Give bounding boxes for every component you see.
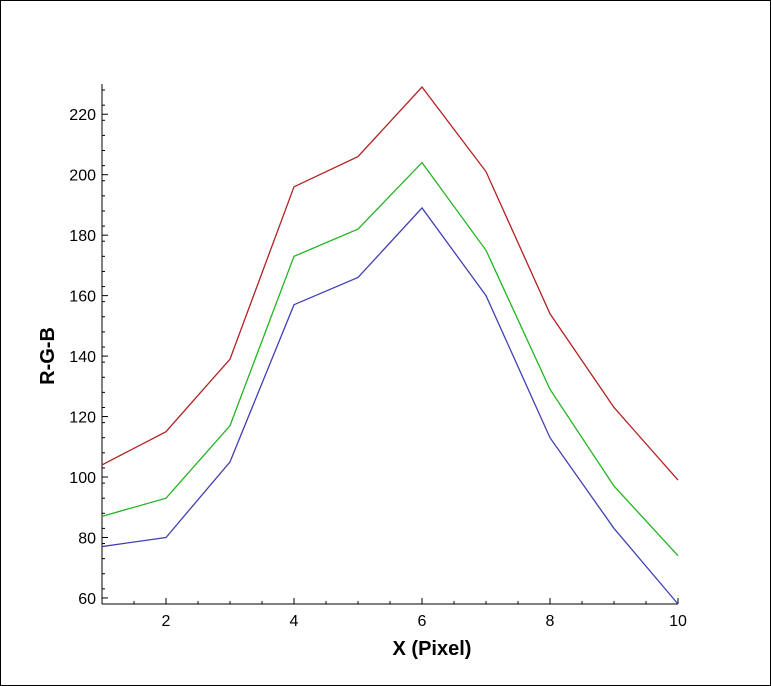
y-tick-label: 200 xyxy=(69,168,96,185)
y-tick-label: 220 xyxy=(69,107,96,124)
axes xyxy=(101,84,678,605)
x-tick-label: 4 xyxy=(290,613,299,630)
ticks: 60 80 100 120 140 160 180 200 220 2 4 6 8 10 xyxy=(69,89,687,630)
y-tick-label: 60 xyxy=(78,591,96,608)
red-series-line xyxy=(101,86,679,481)
y-tick-label: 120 xyxy=(69,410,96,427)
x-axis-title: X (Pixel) xyxy=(393,638,472,660)
y-tick-label: 80 xyxy=(78,530,96,547)
x-tick-label: 2 xyxy=(162,613,171,630)
x-tick-label: 6 xyxy=(418,613,427,630)
y-tick-label: 180 xyxy=(69,228,96,245)
x-tick-label: 8 xyxy=(546,613,555,630)
green-series-line xyxy=(101,161,679,557)
y-tick-label: 160 xyxy=(69,289,96,306)
x-tick-label: 10 xyxy=(669,613,687,630)
y-axis-title: R-G-B xyxy=(37,327,59,385)
blue-series-line xyxy=(101,206,679,605)
y-tick-label: 100 xyxy=(69,470,96,487)
series-layer xyxy=(101,86,679,605)
y-tick-label: 140 xyxy=(69,349,96,366)
